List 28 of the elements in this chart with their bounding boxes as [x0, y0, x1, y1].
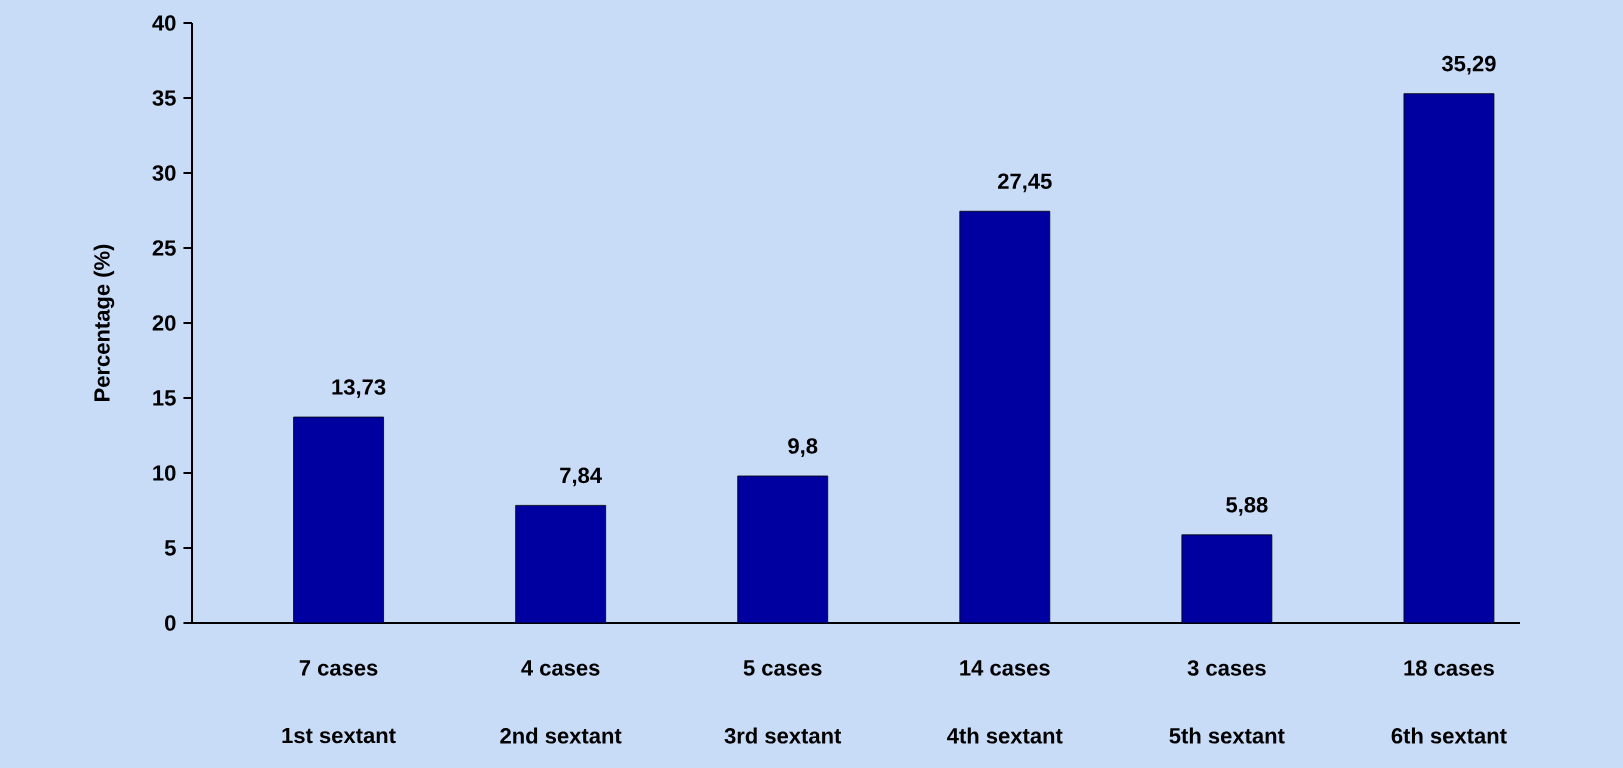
y-tick-label: 35	[152, 90, 176, 106]
y-tick-label: 15	[153, 390, 176, 406]
x-tick-label: 5th sextant	[1169, 727, 1285, 744]
data-label: 7,84	[560, 467, 602, 487]
text: 3 cases	[1187, 660, 1266, 676]
y-tick-label: 5	[164, 540, 176, 556]
data-label: 13,73	[332, 379, 386, 398]
x-tick-label: 4th sextant	[947, 727, 1063, 744]
text: 5 cases	[743, 660, 822, 676]
x-tick-label: 3rd sextant	[724, 727, 842, 744]
y-tick-label: 30	[152, 165, 176, 181]
y-tick-label: 0	[165, 615, 176, 631]
x-tick-label: 1st sextant	[282, 727, 396, 744]
data-label: 27,45	[998, 173, 1052, 193]
x-tick-label: 2nd sextant	[500, 727, 622, 744]
x-tick-label: 6th sextant	[1391, 727, 1507, 744]
data-label: 35,29	[1441, 55, 1496, 75]
y-tick-label: 25	[152, 240, 176, 256]
text: 18 cases	[1404, 660, 1494, 676]
text: 7 cases	[299, 660, 378, 676]
y-tick-label: 40	[152, 15, 176, 31]
data-label: 9,8	[788, 438, 818, 457]
y-tick-label: 10	[153, 465, 176, 481]
y-tick-label: 20	[152, 315, 176, 331]
y-axis-title: Percentage (%)	[93, 244, 115, 401]
text: 4 cases	[521, 660, 600, 676]
data-label: 5,88	[1226, 496, 1268, 516]
text: 14 cases	[960, 660, 1050, 676]
